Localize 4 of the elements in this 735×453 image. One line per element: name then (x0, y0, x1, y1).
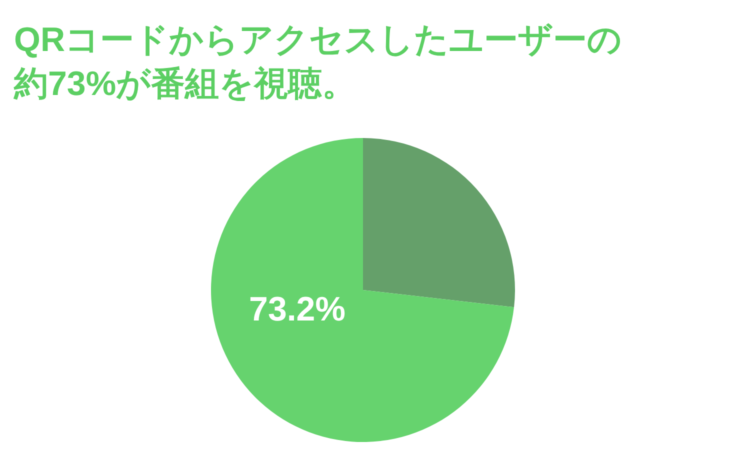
pie-slice (211, 138, 514, 442)
data-label: 73.2% (249, 290, 346, 329)
chart-title: QRコードからアクセスしたユーザーの約73%が番組を視聴。 (14, 20, 623, 105)
pie-slice (363, 138, 515, 308)
